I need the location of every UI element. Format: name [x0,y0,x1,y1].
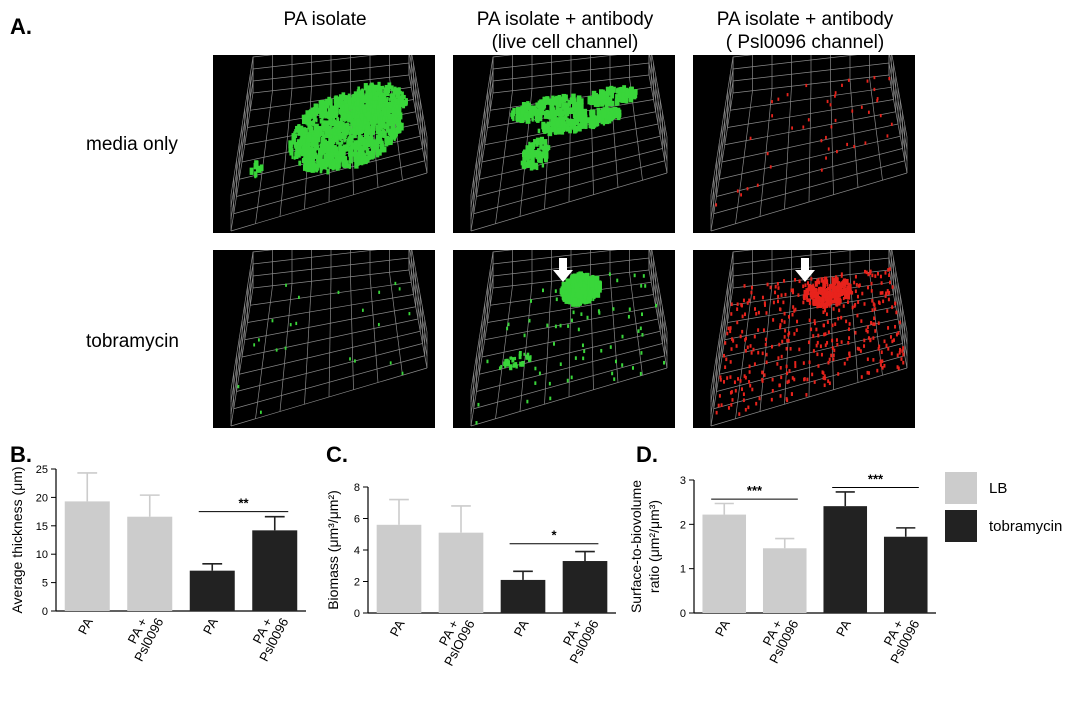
panel-c-letter: C. [326,442,348,467]
tile-3d-grid [710,55,908,232]
category-label: PA [833,617,854,639]
column-title-line: (live cell channel) [491,32,639,53]
y-tick-label: 6 [354,514,360,526]
microscopy-tile [453,55,675,233]
column-title-line: ( Psl0096 channel) [725,32,885,53]
column-title-live-channel: PA isolate + antibody (live cell channel… [440,8,690,54]
bar [823,506,868,613]
y-axis-label: Average thickness (μm) [9,466,25,613]
microscopy-tile [213,55,435,233]
panel-d-letter: D. [636,442,658,467]
significance-label: *** [868,472,884,487]
bar [189,570,235,611]
bar [562,561,608,613]
tile-3d-grid [470,250,668,427]
row-label-media-only: media only [86,134,178,155]
y-tick-label: 0 [354,608,360,620]
significance-label: * [551,528,557,543]
tile-3d-grid [230,55,428,232]
panel-a-letter: A. [10,14,32,39]
arrow-down-icon [795,258,815,282]
y-tick-label: 8 [354,482,360,494]
y-tick-label: 0 [42,606,48,618]
bar [252,530,298,611]
cell-signal [715,75,893,207]
significance-label: ** [238,496,249,511]
tile-3d-grid [470,55,668,232]
legend-label-lb: LB [989,480,1008,497]
grid-lines [470,250,668,427]
y-tick-label: 4 [354,545,360,557]
bar [883,536,928,613]
microscopy-tile [453,250,675,428]
category-label: PA [511,617,532,639]
chart-biomass: 0 2 4 6 8 Biomass (μm³/μm²) * PA PA + PslO096 PA PA… [318,455,634,709]
column-title-line: PA isolate + antibody [476,9,654,30]
microscopy-tile [693,55,915,233]
column-title-psl-channel: PA isolate + antibody ( Psl0096 channel) [680,8,930,54]
y-axis-label: Biomass (μm³/μm²) [325,490,341,610]
y-tick-label: 0 [680,608,686,620]
legend-swatch-tobramycin [945,510,977,542]
y-tick-label: 5 [42,578,48,590]
column-title-line: PA isolate [283,9,367,30]
legend: LB tobramycin [945,472,1075,552]
cell-signal [510,85,638,171]
cell-signal [475,271,666,425]
cell-signal [715,267,905,416]
panel-b-letter: B. [10,442,32,467]
bar [64,501,110,611]
grid-lines [470,55,668,232]
legend-swatch-lb [945,472,977,504]
bar [702,514,747,613]
y-tick-label: 3 [680,475,686,487]
cell-signal [237,281,411,414]
tile-3d-grid [230,250,428,427]
arrow-down-icon [553,258,573,282]
bar [376,524,422,613]
significance-label: *** [747,483,763,498]
microscopy-tile [213,250,435,428]
chart-surface-to-biovolume: 0 1 2 3 Surface-to-biovolume ratio (μm²/μm³) *… [628,455,946,709]
category-label: PA [712,617,733,639]
bar [438,532,484,613]
chart-average-thickness: 0 5 10 15 20 25 Average thickness (μm) ** PA PA +… [0,455,320,709]
y-tick-label: 1 [680,564,686,576]
y-axis-label: ratio (μm²/μm³) [646,500,662,593]
column-title-line: PA isolate + antibody [716,9,894,30]
legend-label-tobramycin: tobramycin [989,518,1063,535]
grid-lines [710,55,908,232]
y-tick-label: 10 [36,549,48,561]
column-title-pa-isolate: PA isolate [200,8,450,31]
y-tick-label: 2 [354,577,360,589]
row-label-tobramycin: tobramycin [86,331,179,352]
cell-signal [249,81,408,179]
y-tick-label: 15 [36,521,48,533]
microscopy-tile [693,250,915,428]
y-tick-label: 25 [36,464,48,476]
tile-3d-grid [710,250,908,427]
bar [762,548,807,613]
bar [500,579,546,613]
y-axis-label: Surface-to-biovolume [630,480,644,613]
y-tick-label: 20 [36,492,48,504]
category-label: PA [200,615,221,637]
category-label: PA [387,617,408,639]
grid-lines [230,250,428,427]
category-label: PA [75,615,96,637]
y-tick-label: 2 [680,519,686,531]
chart-d-svg: 0 1 2 3 Surface-to-biovolume ratio (μm²/μm³) *… [628,472,936,666]
bar [127,516,173,611]
